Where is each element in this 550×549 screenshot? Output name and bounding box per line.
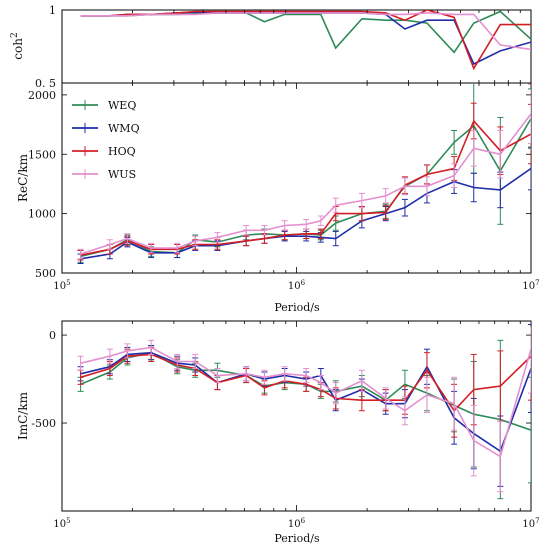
legend-label: WUS: [108, 168, 136, 181]
x-tick-label-base: 10: [288, 281, 301, 292]
series-line: [80, 351, 531, 453]
coherence-y-ticks: 1 0. 5: [35, 4, 531, 90]
coherence-series: [80, 10, 531, 71]
x-tick-label: 107: [522, 279, 539, 292]
x-tick-label-exponent: 7: [535, 279, 539, 287]
x-tick-label: 106: [288, 279, 306, 292]
x-tick-label: 105: [53, 517, 70, 530]
series-wus: [80, 12, 531, 51]
imag-x-axis-label: Period/s: [274, 532, 320, 545]
imag-y-axis-label: ImC/km: [16, 391, 30, 440]
imag-panel: 0-500 105 106 107 ImC/km Period/s: [16, 320, 540, 545]
series-line: [80, 113, 531, 255]
x-tick-label-base: 10: [522, 281, 535, 292]
y-tick-label: -500: [31, 417, 56, 430]
real-series: [77, 83, 531, 264]
series-line: [80, 346, 531, 458]
legend-label: WEQ: [108, 99, 136, 112]
x-tick-label-exponent: 6: [301, 517, 306, 525]
x-tick-label: 105: [53, 279, 70, 292]
x-tick-label: 107: [522, 517, 539, 530]
series-line: [80, 119, 531, 256]
imag-series: [77, 321, 531, 500]
x-tick-label-exponent: 7: [535, 517, 539, 525]
y-tick-label: 0. 5: [35, 77, 56, 90]
y-tick-label: 1: [49, 4, 56, 17]
coherence-panel: 1 0. 5 coh2: [10, 4, 532, 90]
real-y-ticks: 500 1000 1500 2000: [28, 89, 531, 280]
legend-label: HOQ: [108, 145, 136, 158]
legend: WEQ WMQ HOQ WUS: [72, 99, 140, 181]
x-tick-label-exponent: 6: [301, 279, 306, 287]
y-tick-label: 500: [35, 267, 56, 280]
y-tick-label: 1000: [28, 208, 56, 221]
x-tick-label-base: 10: [522, 519, 535, 530]
coherence-plot-frame: [61, 9, 532, 84]
x-tick-label-exponent: 5: [66, 279, 70, 287]
real-x-ticks: 105 106 107: [53, 83, 540, 292]
series-weq: [77, 339, 531, 500]
coherence-y-axis-label: coh2: [10, 32, 25, 59]
series-hoq: [77, 102, 531, 261]
series-weq: [80, 10, 531, 54]
legend-label: WMQ: [108, 122, 140, 135]
x-tick-label-base: 10: [53, 519, 66, 530]
coherence-x-ticks: [132, 10, 521, 83]
x-tick-label-base: 10: [288, 519, 301, 530]
coherence-y-label-base: coh: [11, 38, 25, 60]
y-tick-label: 2000: [28, 89, 56, 102]
x-tick-label-exponent: 5: [66, 517, 70, 525]
series-line: [80, 12, 531, 51]
imag-x-ticks: 105 106 107: [53, 321, 540, 530]
series-line: [80, 167, 531, 260]
series-line: [80, 10, 531, 54]
imag-y-ticks: 0 -500: [31, 329, 531, 430]
y-tick-label: 1500: [28, 148, 56, 161]
y-tick-label: 0: [49, 329, 56, 342]
series-line: [80, 353, 531, 412]
real-y-axis-label: ReC/km: [16, 153, 30, 202]
coherence-y-label-sup: 2: [10, 32, 20, 38]
x-tick-label-base: 10: [53, 281, 66, 292]
series-wus: [77, 83, 531, 260]
x-tick-label: 106: [288, 517, 306, 530]
real-x-axis-label: Period/s: [274, 301, 320, 314]
series-wus: [77, 321, 531, 493]
